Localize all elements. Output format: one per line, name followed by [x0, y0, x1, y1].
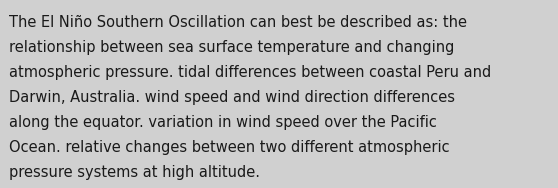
Text: along the equator. variation in wind speed over the Pacific: along the equator. variation in wind spe… [9, 115, 437, 130]
Text: pressure systems at high altitude.: pressure systems at high altitude. [9, 165, 261, 180]
Text: Ocean. relative changes between two different atmospheric: Ocean. relative changes between two diff… [9, 140, 450, 155]
Text: atmospheric pressure. tidal differences between coastal Peru and: atmospheric pressure. tidal differences … [9, 65, 492, 80]
Text: The El Niño Southern Oscillation can best be described as: the: The El Niño Southern Oscillation can bes… [9, 15, 468, 30]
Text: Darwin, Australia. wind speed and wind direction differences: Darwin, Australia. wind speed and wind d… [9, 90, 455, 105]
Text: relationship between sea surface temperature and changing: relationship between sea surface tempera… [9, 40, 455, 55]
